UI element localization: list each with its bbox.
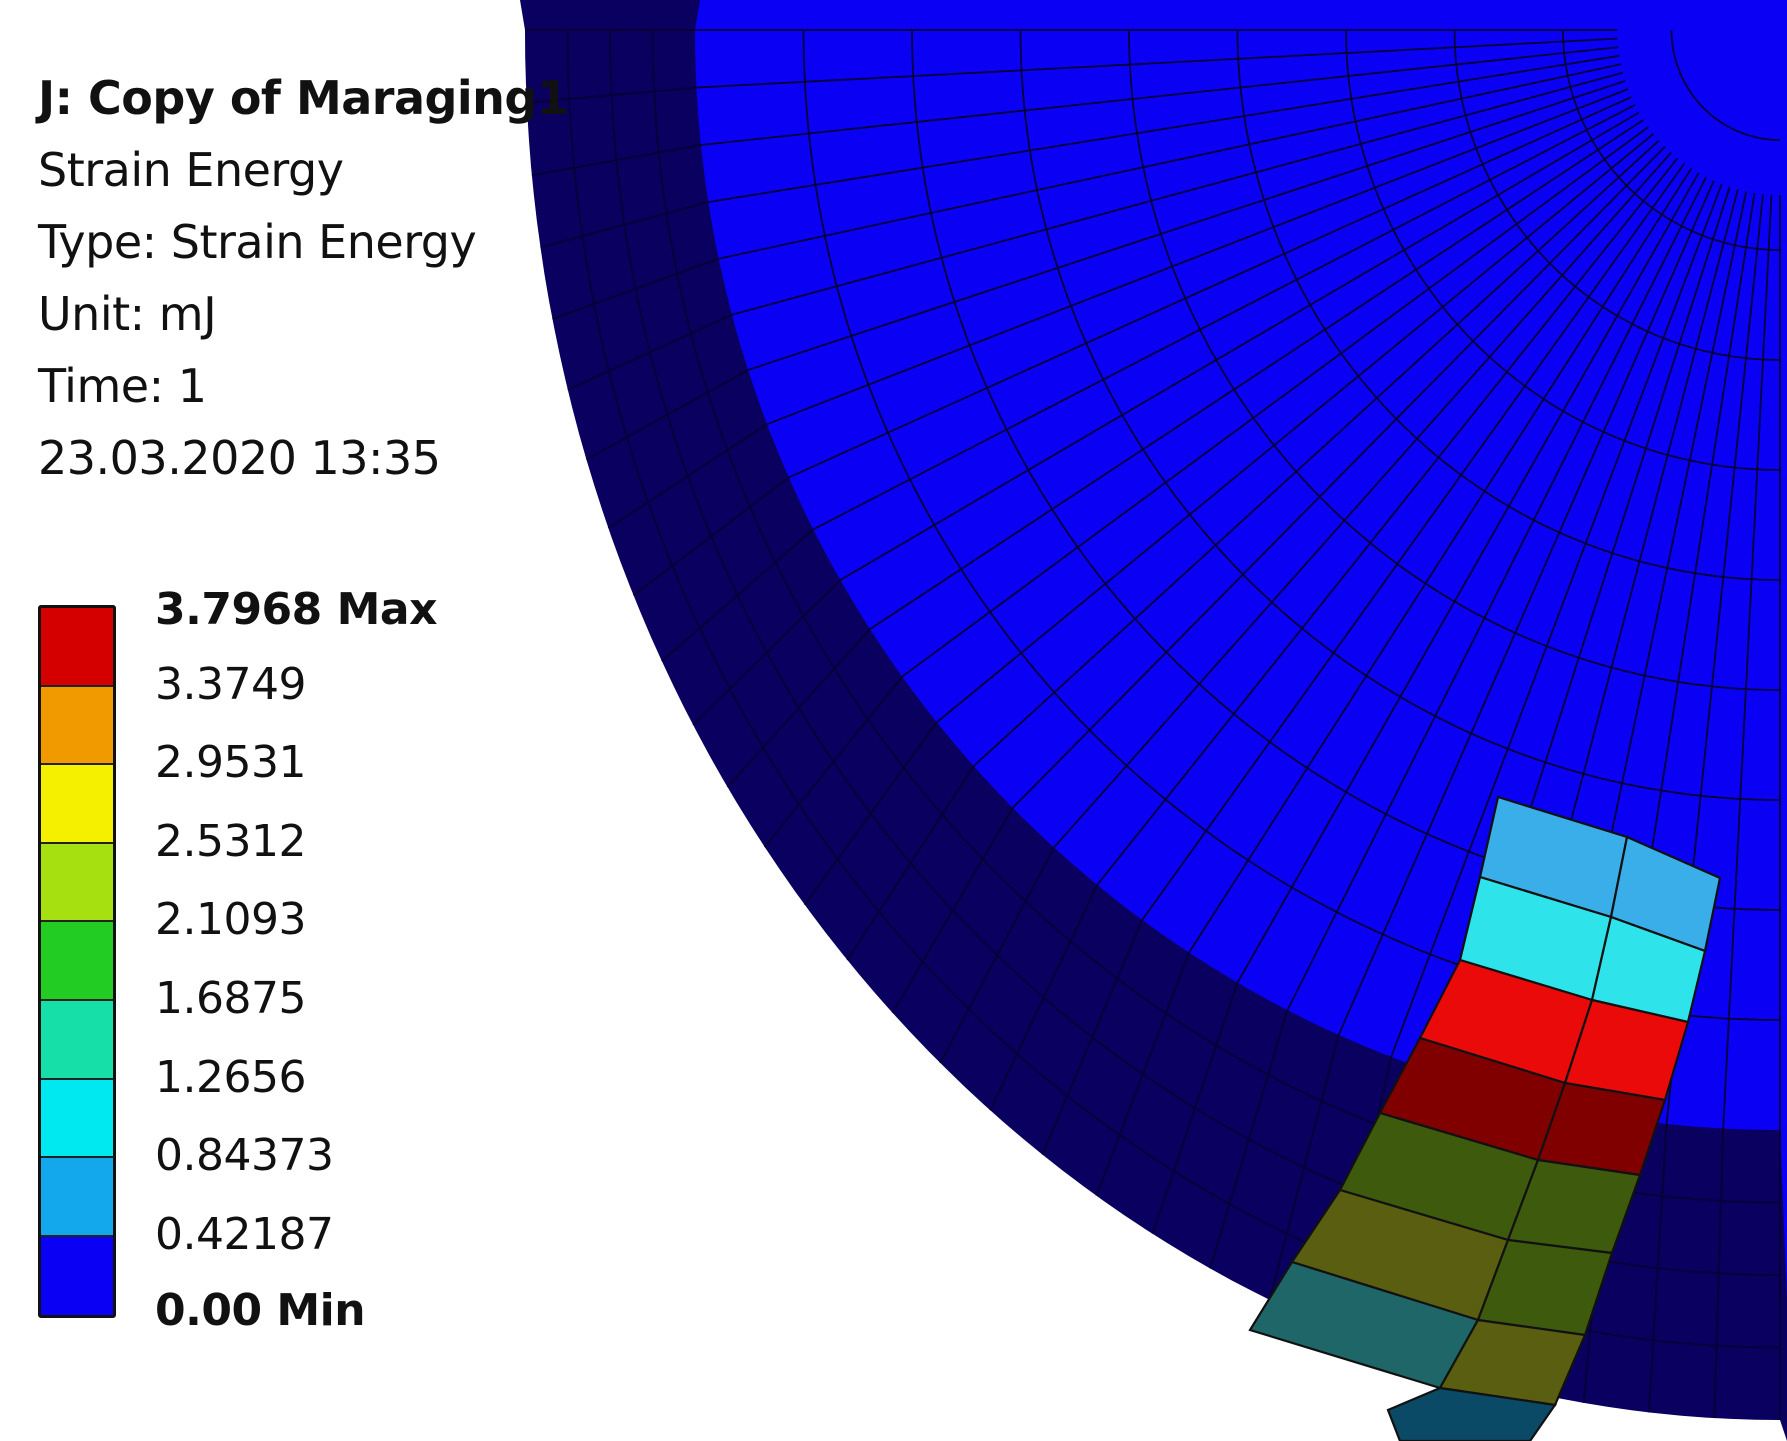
mesh-line — [731, 71, 1624, 316]
result-type: Type: Strain Energy — [38, 215, 477, 269]
mesh-line — [788, 96, 1632, 479]
mesh-line — [1053, 152, 1672, 849]
result-timestamp: 23.03.2020 13:35 — [38, 431, 441, 485]
legend-tick-label: 0.84373 — [155, 1130, 334, 1182]
legend-tick-label: 1.6875 — [155, 973, 306, 1024]
legend-band-9 — [41, 1236, 113, 1316]
mesh-line — [1286, 176, 1707, 1011]
mesh-line — [1337, 180, 1715, 1036]
mesh-line — [747, 80, 1626, 371]
mesh-line — [1722, 194, 1773, 1129]
mesh-line — [869, 119, 1645, 630]
legend-band-7 — [41, 1079, 113, 1159]
mesh-line — [812, 104, 1636, 531]
mesh-ring — [1670, 30, 1780, 141]
mesh-line — [936, 133, 1655, 723]
mesh-line — [718, 63, 1621, 260]
legend-band-2 — [41, 686, 113, 766]
mesh-line — [1012, 146, 1666, 809]
mesh-line — [1236, 172, 1700, 984]
legend-tick-label: 2.9531 — [155, 737, 306, 789]
mesh-line — [700, 46, 1619, 146]
color-legend-bar[interactable] — [38, 605, 116, 1319]
mesh-line — [696, 37, 1618, 89]
legend-band-5 — [41, 922, 113, 1001]
mesh-line — [1188, 167, 1693, 954]
legend-band-1 — [41, 608, 113, 687]
mesh-line — [973, 139, 1660, 767]
result-time: Time: 1 — [38, 359, 207, 413]
legend-min-label: 0.00 Min — [155, 1285, 366, 1337]
mesh-line — [839, 111, 1640, 581]
mesh-line — [766, 88, 1629, 426]
result-name: Strain Energy — [38, 143, 344, 197]
mesh-line — [1141, 162, 1686, 921]
result-unit: Unit: mJ — [38, 287, 217, 341]
mesh-line — [708, 54, 1620, 203]
mesh-line — [901, 126, 1649, 678]
legend-band-3 — [41, 765, 113, 844]
legend-band-6 — [41, 1000, 113, 1080]
legend-tick-label: 2.5312 — [155, 815, 306, 867]
legend-band-4 — [41, 843, 113, 923]
legend-tick-label: 0.42187 — [155, 1208, 334, 1260]
mesh-line — [1390, 183, 1723, 1058]
legend-tick-label: 2.1093 — [155, 894, 306, 946]
legend-tick-label: 1.2656 — [155, 1051, 306, 1103]
result-title: J: Copy of Maraging1 — [38, 71, 569, 125]
hot-element — [1386, 1386, 1557, 1441]
legend-band-8 — [41, 1158, 113, 1237]
legend-max-label: 3.7968 Max — [155, 584, 437, 635]
legend-tick-label: 3.3749 — [155, 658, 306, 710]
mesh-line — [1096, 157, 1679, 886]
result-info-panel: J: Copy of Maraging1 Strain Energy Type:… — [38, 62, 569, 494]
